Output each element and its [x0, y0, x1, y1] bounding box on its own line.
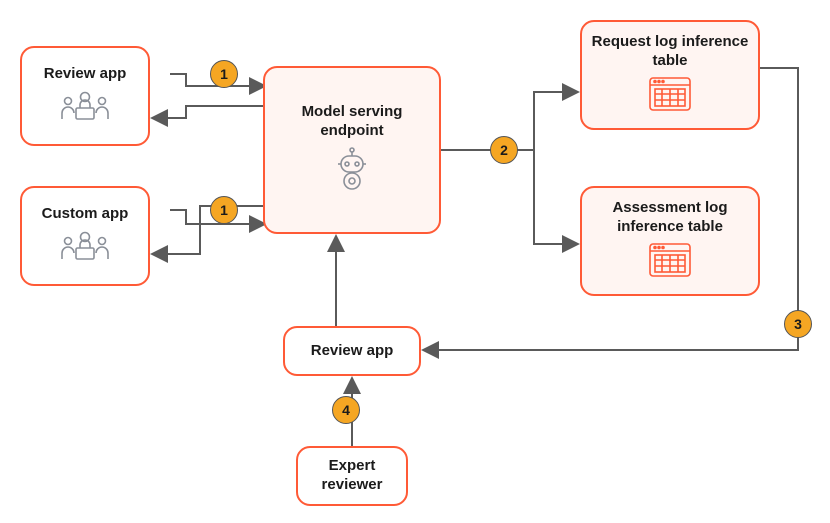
node-label: Custom app: [34, 205, 137, 224]
node-label: Model serving endpoint: [265, 103, 439, 141]
table-icon: [649, 243, 691, 283]
node-review-app-1: Review app: [20, 46, 150, 146]
node-model-serving-endpoint: Model serving endpoint: [263, 66, 441, 234]
step-badge-3: 3: [784, 310, 812, 338]
edge-e1b_in: [154, 206, 263, 254]
step-badge-2: 2: [490, 136, 518, 164]
node-label: Assessment log inference table: [582, 199, 758, 237]
node-label: Review app: [36, 65, 135, 84]
node-label: Expert reviewer: [298, 457, 406, 495]
node-assessment-log-table: Assessment log inference table: [580, 186, 760, 296]
step-badge-1b: 1: [210, 196, 238, 224]
table-icon: [649, 77, 691, 117]
edge-e2_dn: [534, 150, 576, 244]
robot-icon: [332, 147, 372, 197]
node-label: Request log inference table: [582, 33, 758, 71]
node-expert-reviewer: Expert reviewer: [296, 446, 408, 506]
edge-e2_up: [534, 92, 576, 150]
node-review-app-2: Review app: [283, 326, 421, 376]
edge-e1a_in: [154, 106, 263, 118]
node-label: Review app: [303, 342, 402, 361]
people-icon: [58, 230, 112, 268]
node-request-log-table: Request log inference table: [580, 20, 760, 130]
people-icon: [58, 90, 112, 128]
node-custom-app: Custom app: [20, 186, 150, 286]
step-badge-4: 4: [332, 396, 360, 424]
step-badge-1a: 1: [210, 60, 238, 88]
